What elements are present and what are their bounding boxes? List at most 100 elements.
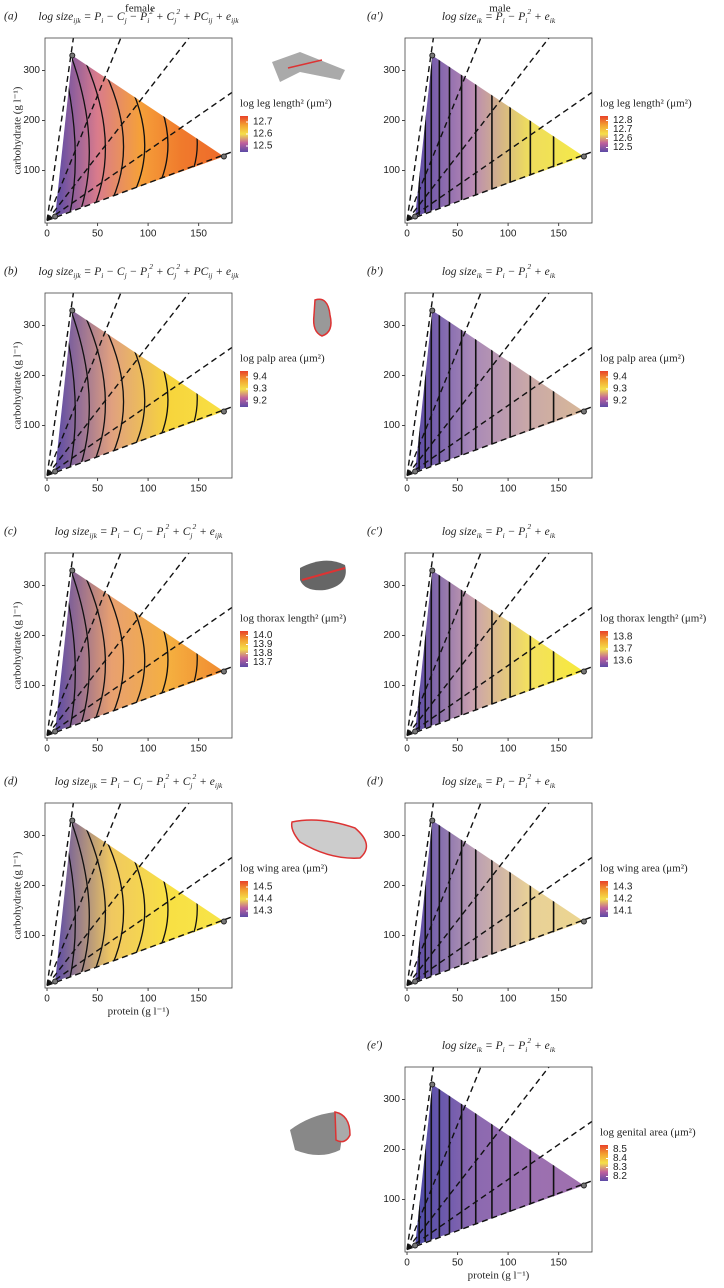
formula-sub: i [101, 16, 103, 25]
formula-part: + C [169, 526, 191, 538]
colorbar-tick-label: 9.4 [613, 372, 627, 383]
formula-sub: ik [550, 271, 556, 280]
nutrient-rail [406, 1067, 435, 1250]
colorbar-tick-label: 12.6 [253, 129, 273, 140]
formula-sub: i [525, 16, 527, 25]
formula-sub: j [189, 781, 192, 790]
colorbar-tick-label: 12.7 [253, 117, 273, 128]
formula-part: + e [212, 266, 231, 278]
formula-part: = P [482, 776, 503, 788]
colorbar-tick-label: 8.3 [613, 1162, 627, 1173]
thorax-image [300, 560, 346, 591]
formula-part: − P [143, 776, 164, 788]
formula-sub: ijk [215, 781, 223, 790]
column-header: female [125, 3, 155, 15]
nutrient-rail [406, 856, 592, 987]
plot-frame [404, 552, 593, 739]
formula-sub: ik [477, 1045, 483, 1054]
nutrient-rail [406, 1180, 592, 1251]
response-surface [415, 1084, 584, 1246]
y-axis-label: carbohydrate (g l⁻¹) [12, 86, 24, 174]
formula-part: + e [196, 526, 215, 538]
colorbar [240, 631, 248, 667]
colorbar [240, 881, 248, 917]
formula: log sizeijk = Pi − Cj − Pi2 + Cj2 + PCij… [38, 7, 239, 25]
y-axis-label: carbohydrate (g l⁻¹) [12, 851, 24, 939]
formula-part: − P [127, 11, 148, 23]
genital-image [290, 1111, 351, 1155]
formula-sub: i [525, 271, 527, 280]
plot-frame [404, 37, 593, 224]
formula: log sizeijk = Pi − Cj − Pi2 + Cj2 + eijk [55, 772, 223, 790]
legend-title: log palp area (μm²) [600, 353, 685, 365]
diet-point [580, 408, 587, 415]
y-tick-label: 300 [383, 65, 400, 76]
formula-sub: i [503, 531, 505, 540]
x-tick-label: 100 [500, 484, 517, 495]
diet-point [52, 978, 59, 985]
nutrient-rail [406, 1067, 550, 1250]
colorbar-tick-label: 8.2 [613, 1171, 627, 1182]
diet-point [429, 567, 436, 574]
nutrient-rail [406, 293, 435, 476]
x-tick-label: 150 [190, 484, 207, 495]
response-surface [415, 55, 584, 217]
x-tick-label: 50 [452, 229, 464, 240]
nutrient-rails [46, 38, 232, 222]
y-axis-label: carbohydrate (g l⁻¹) [12, 341, 24, 429]
colorbar-tick-label: 13.9 [253, 639, 273, 650]
x-tick-label: 0 [404, 484, 410, 495]
nutrient-rail [406, 803, 482, 986]
x-tick-label: 50 [452, 994, 464, 1005]
formula-sup: 2 [527, 7, 531, 16]
plot-frame [44, 37, 233, 224]
column-header: male [489, 3, 510, 15]
formula-sub: ik [477, 781, 483, 790]
formula-sub: i [503, 16, 505, 25]
diet-point [429, 52, 436, 59]
diet-point [412, 978, 419, 985]
formula-sub: ik [477, 531, 483, 540]
panel-label: (a) [4, 11, 18, 23]
nutrient-rail [406, 803, 550, 986]
x-tick-label: 100 [500, 229, 517, 240]
x-tick-label: 0 [44, 229, 50, 240]
diet-point [412, 213, 419, 220]
formula-part: + C [169, 776, 191, 788]
x-tick-label: 50 [452, 744, 464, 755]
nutrient-rails [406, 803, 592, 987]
formula: log sizeijk = Pi − Cj − Pi2 + Cj2 + eijk [55, 522, 223, 540]
formula-sub: ik [550, 16, 556, 25]
formula-sup: 2 [527, 772, 531, 781]
nutrient-rail [46, 553, 190, 736]
y-tick-label: 200 [383, 630, 400, 641]
y-tick-label: 100 [23, 165, 40, 176]
nutrient-rail [406, 38, 482, 221]
panel-label: (a′) [367, 11, 383, 23]
diet-point [412, 468, 419, 475]
y-tick-label: 200 [23, 115, 40, 126]
x-axis-label: protein (g l⁻¹) [108, 1006, 170, 1018]
colorbar-tick-label: 14.3 [613, 882, 633, 893]
nutrient-rail [46, 91, 232, 222]
x-tick-label: 50 [452, 484, 464, 495]
wing-image [290, 819, 368, 859]
nutrient-rail [406, 38, 435, 221]
diet-point [220, 918, 227, 925]
formula-part: log size [38, 11, 73, 23]
y-tick-label: 200 [383, 880, 400, 891]
x-tick-label: 50 [92, 229, 104, 240]
x-tick-label: 100 [140, 229, 157, 240]
y-tick-label: 200 [383, 1144, 400, 1155]
response-surface [415, 820, 584, 982]
nutrient-rail [406, 553, 550, 736]
formula-part: log size [442, 776, 477, 788]
formula-part: − C [120, 526, 142, 538]
y-tick-label: 300 [383, 1094, 400, 1105]
formula-sub: ik [477, 271, 483, 280]
formula-part: log size [442, 11, 477, 23]
diet-point [580, 1182, 587, 1189]
formula-sup: 2 [176, 7, 180, 16]
formula-part: + PC [180, 266, 209, 278]
